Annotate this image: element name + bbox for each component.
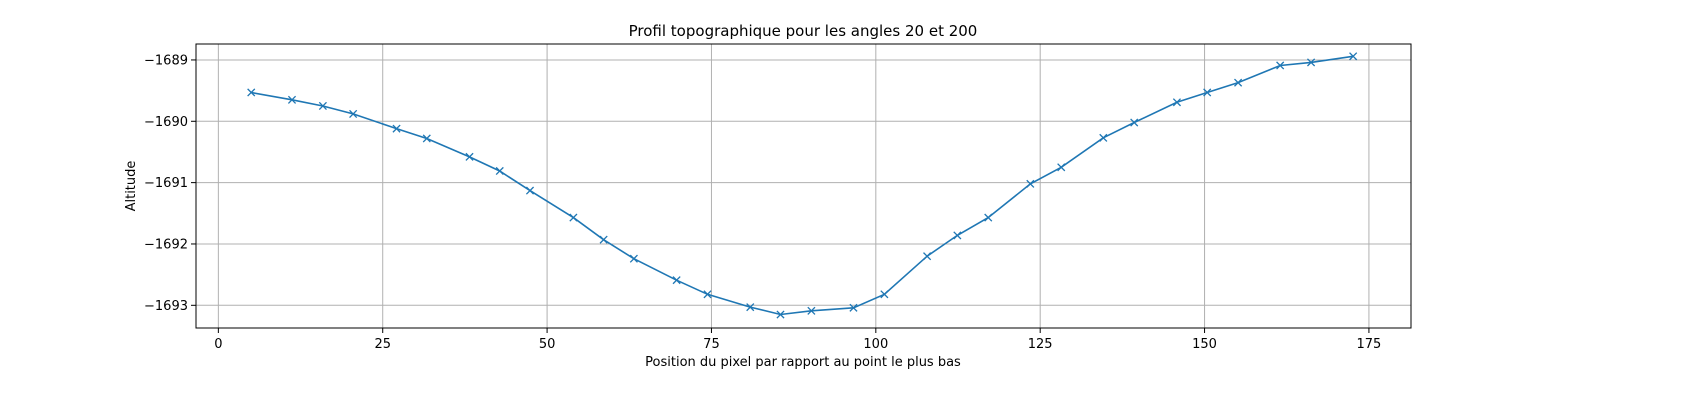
chart-title: Profil topographique pour les angles 20 … bbox=[629, 22, 978, 40]
data-point-marker bbox=[525, 186, 535, 195]
series-line bbox=[251, 55, 1354, 316]
data-point-marker bbox=[1057, 163, 1066, 172]
y-tick-label: −1692 bbox=[144, 237, 188, 252]
y-tick-label: −1689 bbox=[144, 53, 188, 68]
data-point-marker bbox=[599, 235, 608, 244]
data-point-marker bbox=[1307, 58, 1316, 67]
data-point-marker bbox=[953, 231, 962, 240]
x-tick-label: 175 bbox=[1357, 337, 1382, 352]
data-point-marker bbox=[703, 290, 712, 299]
data-point-marker bbox=[318, 101, 327, 111]
data-point-marker bbox=[1349, 52, 1358, 61]
x-tick-label: 125 bbox=[1028, 337, 1053, 352]
data-point-marker bbox=[1276, 61, 1285, 70]
x-tick-label: 25 bbox=[374, 337, 391, 352]
data-point-marker bbox=[1203, 88, 1212, 97]
data-point-marker bbox=[465, 152, 474, 161]
data-point-marker bbox=[287, 95, 297, 104]
data-point-marker bbox=[247, 88, 256, 97]
x-tick-label: 100 bbox=[863, 337, 888, 352]
series-layer bbox=[247, 52, 1358, 319]
data-point-marker bbox=[392, 124, 401, 133]
data-point-marker bbox=[923, 252, 932, 261]
x-axis-ticks: 0 25 50 75 100 125 150 175 bbox=[214, 328, 1381, 352]
data-point-marker bbox=[1026, 179, 1035, 188]
grid bbox=[196, 44, 1411, 328]
data-point-marker bbox=[880, 290, 889, 299]
data-point-marker bbox=[1099, 133, 1108, 142]
y-tick-label: −1691 bbox=[144, 176, 188, 191]
y-axis-label: Altitude bbox=[124, 161, 139, 212]
x-axis-label: Position du pixel par rapport au point l… bbox=[645, 355, 961, 370]
data-point-marker bbox=[1172, 98, 1182, 107]
x-tick-label: 50 bbox=[539, 337, 556, 352]
data-point-marker bbox=[569, 213, 578, 222]
data-point-marker bbox=[422, 134, 431, 143]
x-tick-label: 75 bbox=[703, 337, 720, 352]
y-tick-label: −1693 bbox=[144, 299, 188, 314]
data-point-marker bbox=[776, 310, 785, 319]
data-point-marker bbox=[807, 306, 816, 315]
data-point-marker bbox=[349, 109, 358, 118]
data-point-marker bbox=[849, 303, 858, 312]
y-axis-ticks: −1689 −1690 −1691 −1692 −1693 bbox=[144, 53, 196, 314]
data-point-marker bbox=[1234, 78, 1243, 87]
data-point-marker bbox=[746, 303, 755, 312]
data-point-marker bbox=[495, 166, 504, 176]
data-point-marker bbox=[984, 213, 993, 222]
data-point-marker bbox=[629, 254, 638, 263]
data-point-marker bbox=[1130, 118, 1139, 127]
y-tick-label: −1690 bbox=[144, 115, 188, 130]
data-point-marker bbox=[672, 276, 681, 285]
x-tick-label: 0 bbox=[214, 337, 222, 352]
x-tick-label: 150 bbox=[1192, 337, 1217, 352]
plot-frame bbox=[195, 43, 1412, 329]
